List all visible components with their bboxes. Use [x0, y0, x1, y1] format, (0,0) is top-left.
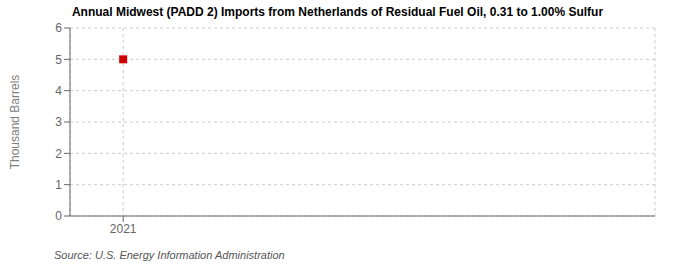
svg-text:2021: 2021	[110, 222, 137, 236]
html-text:Source: U.S. Energy Informatio: Source: U.S. Energy Information Administ…	[54, 249, 285, 261]
svg-text:Thousand Barrels: Thousand Barrels	[8, 75, 22, 170]
svg-text:0: 0	[55, 209, 62, 223]
svg-text:6: 6	[55, 21, 62, 35]
svg-text:2: 2	[55, 147, 62, 161]
svg-text:5: 5	[55, 53, 62, 67]
svg-text:1: 1	[55, 178, 62, 192]
svg-text:3: 3	[55, 115, 62, 129]
svg-text:4: 4	[55, 84, 62, 98]
html-text:Annual Midwest (PADD 2) Import: Annual Midwest (PADD 2) Imports from Net…	[71, 5, 604, 19]
